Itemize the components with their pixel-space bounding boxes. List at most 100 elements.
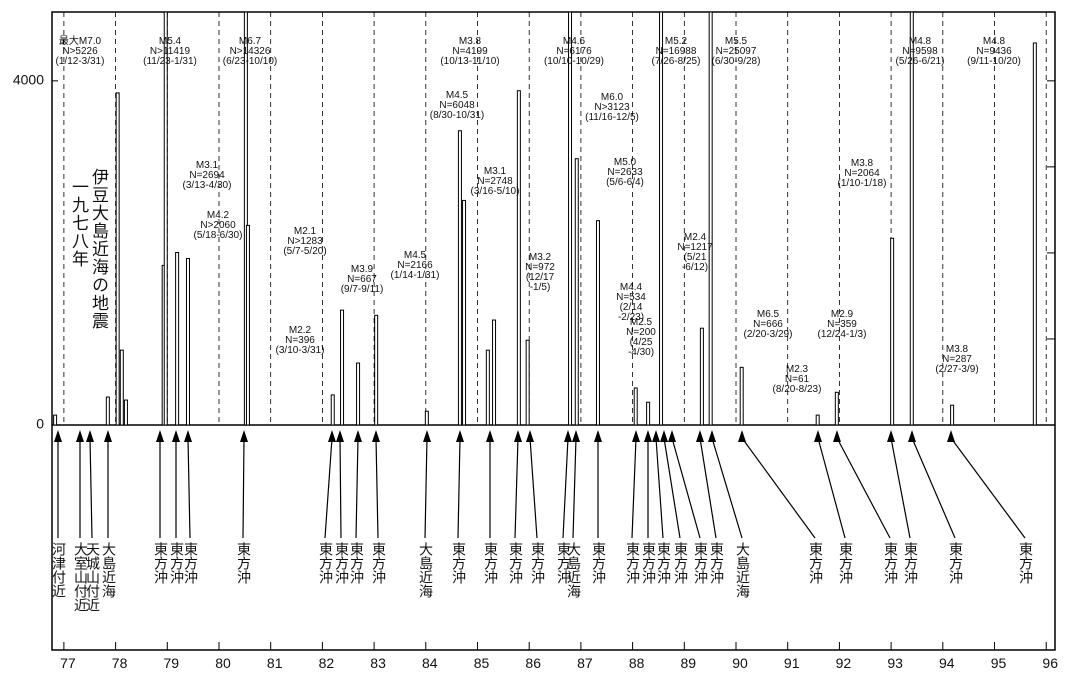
arrowhead [564,430,572,442]
annotation: (5/7-5/20) [283,246,326,257]
annotation: (2/14 [620,302,643,313]
annotation: (2/27-3/9) [935,364,978,375]
annotation: M4.5 [446,90,469,101]
x-tick-label: 93 [887,655,903,671]
bar [909,11,914,426]
arrowhead [514,430,522,442]
annotation: (6/30-9/28) [712,56,761,67]
location-label: 東方沖 [947,542,963,584]
arrowhead [644,430,652,442]
x-tick-label: 81 [267,655,283,671]
annotation: M4.4 [620,282,643,293]
bar [739,366,744,426]
x-tick-label: 89 [681,655,697,671]
annotation: N=287 [942,354,972,365]
arrow [711,437,743,539]
bar [163,11,168,426]
annotation: N=9598 [902,46,938,57]
location-label: 東方沖 [692,542,708,584]
arrowhead [708,430,716,442]
annotation: (5/6-6/4) [606,177,644,188]
annotation: N=9436 [976,46,1012,57]
x-tick-label: 90 [732,655,748,671]
annotation: M5.0 [614,157,637,168]
location-label: 東方沖 [507,542,523,584]
x-tick-label: 91 [784,655,800,671]
annotation: N=6048 [439,100,475,111]
annotation: (7/26-8/25) [652,56,701,67]
annotation: M6.0 [601,92,624,103]
annotation: M2.1 [294,226,317,237]
annotation: N=666 [753,319,783,330]
location-label: 東方沖 [837,542,853,584]
annotation: 最大M7.0 [59,34,102,47]
annotation: M6.7 [239,36,262,47]
bar [699,327,704,426]
location-label: 東方沖 [333,542,349,584]
annotation: M5.4 [159,36,182,47]
bar [574,158,579,426]
arrow [655,437,664,539]
bar [53,414,58,426]
annotation: N=61 [785,374,810,385]
x-tick-label: 86 [525,655,541,671]
annotation: N=200 [626,327,656,338]
annotation: N>3123 [594,102,630,113]
arrow [950,437,1026,539]
annotation: M2.4 [684,232,707,243]
annotation: M3.1 [196,160,219,171]
annotation: M3.2 [529,252,552,263]
bar [119,349,124,426]
annotation: N=972 [525,262,555,273]
bar [424,410,429,426]
arrowhead [908,430,916,442]
frame [51,11,1056,651]
annotation: M3.9 [351,264,374,275]
annotation: M2.9 [831,309,854,320]
bar [568,11,573,426]
arrow [324,437,333,539]
annotation: (2/20-3/29) [744,329,793,340]
arrow [187,437,191,539]
annotation: N>11419 [150,46,191,57]
location-label: 大島近海 [100,542,116,598]
arrow [89,437,93,539]
annotation: N>1283 [287,236,323,247]
arrowhead [594,430,602,442]
bar [815,414,820,426]
arrowhead [423,430,431,442]
location-label: 東方沖 [902,542,918,584]
arrow [339,437,342,539]
arrow [663,437,681,539]
location-label: 東方沖 [348,542,364,584]
annotation: (11/23-1/31) [143,56,197,67]
x-tick-label: 83 [370,655,386,671]
annotation: -6/12) [682,262,708,273]
x-tick-label: 82 [319,655,335,671]
arrowhead [738,430,746,442]
annotation: (1/14-1/31) [391,270,440,281]
arrow [671,437,701,539]
annotation: M3.8 [851,158,874,169]
annotation: (9/11-10/20) [967,56,1021,67]
x-tick-label: 77 [60,655,76,671]
arrow [817,437,846,539]
bar [633,387,638,426]
arrowhead [632,430,640,442]
annotation: (3/10-3/31) [276,345,325,356]
x-tick-label: 80 [215,655,231,671]
bar [595,220,600,426]
bar [516,90,521,426]
location-label: 東方沖 [370,542,386,584]
annotation: N=16988 [656,46,697,57]
arrowhead [372,430,380,442]
annotation: (5/21 [684,252,707,263]
annotation: N=4199 [452,46,488,57]
x-tick-label: 95 [991,655,1007,671]
arrowhead [696,430,704,442]
arrowhead [54,430,62,442]
location-label: 東方沖 [168,542,184,584]
annotation: (12/17 [526,272,555,283]
arrow [529,437,538,539]
bar [485,349,490,426]
